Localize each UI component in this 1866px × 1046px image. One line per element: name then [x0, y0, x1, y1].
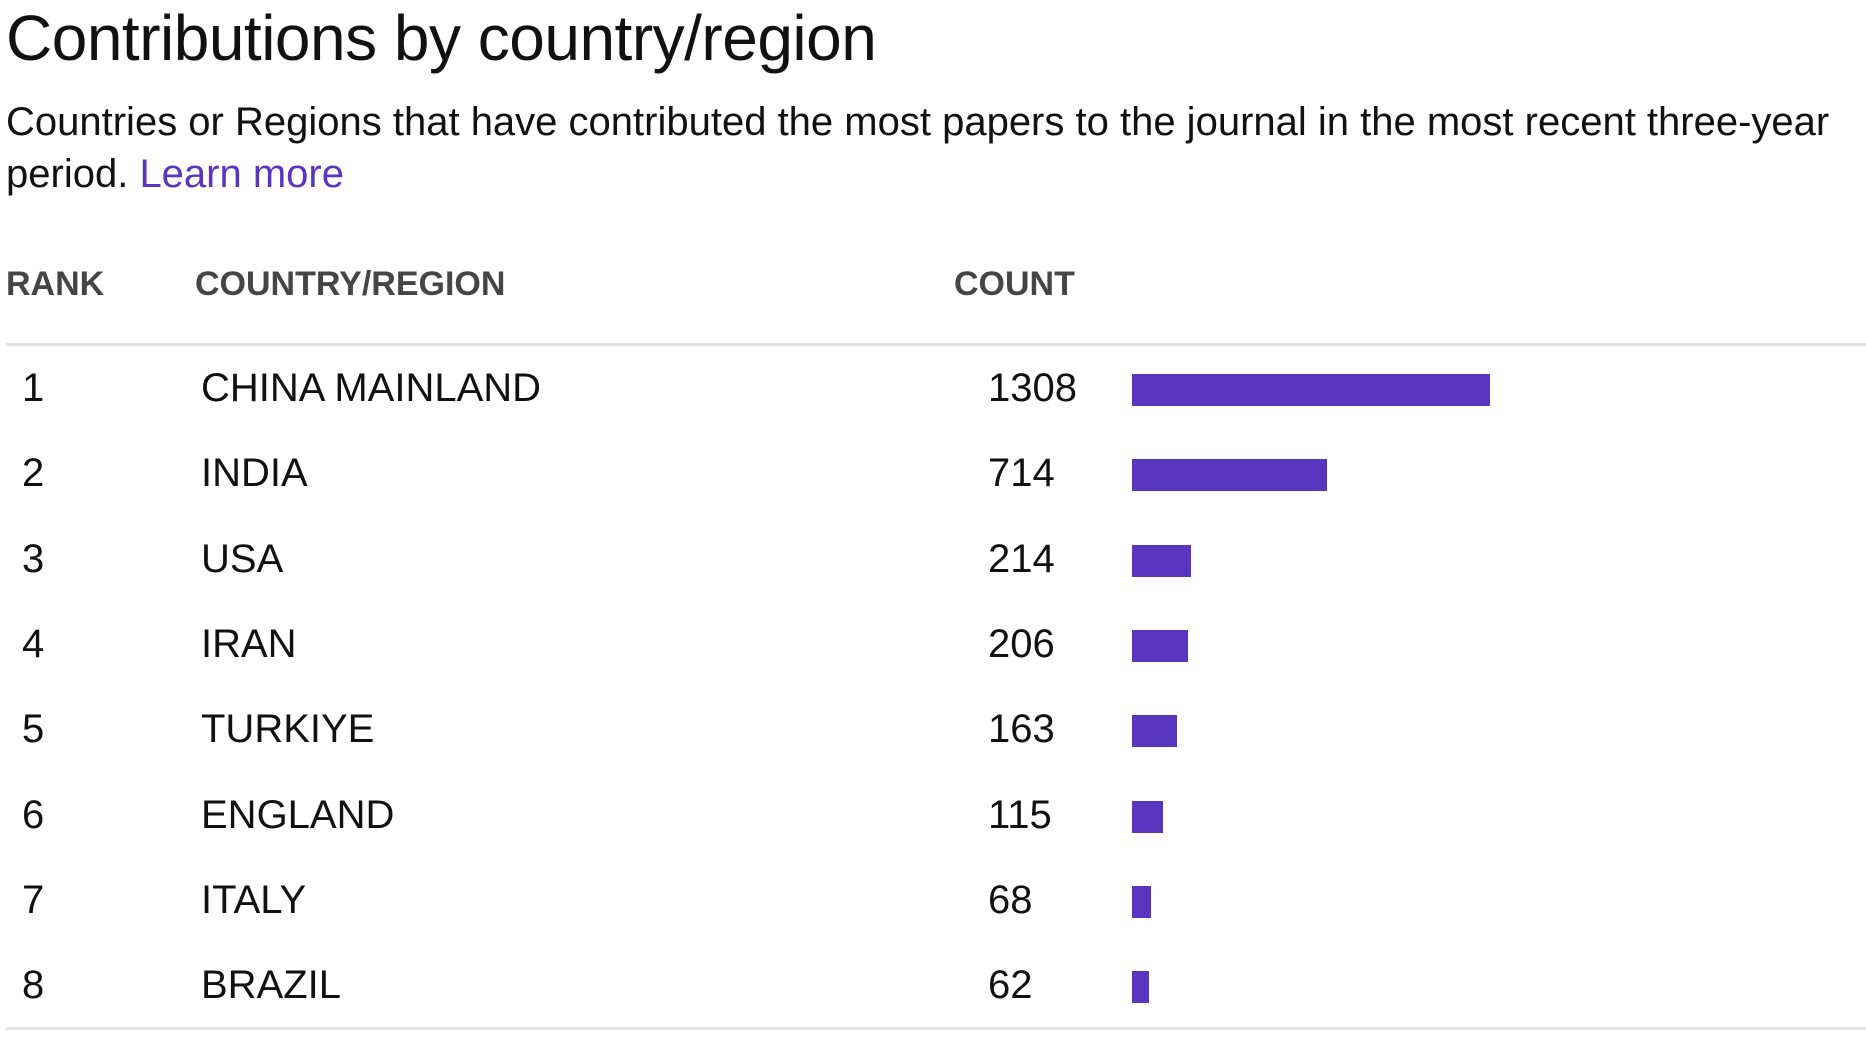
count-cell: 206	[988, 621, 1055, 666]
count-cell: 115	[988, 792, 1052, 837]
country-cell: ENGLAND	[201, 792, 395, 837]
column-header-count: COUNT	[954, 265, 1075, 303]
rank-cell: 3	[22, 536, 45, 581]
country-cell: ITALY	[201, 877, 307, 922]
column-header-rank: RANK	[6, 265, 105, 303]
column-header-country: COUNTRY/REGION	[195, 265, 506, 303]
table-top-divider	[6, 343, 1866, 346]
count-cell: 163	[988, 707, 1055, 752]
table-row: 2 INDIA 714	[0, 431, 1866, 516]
country-cell: IRAN	[201, 621, 297, 666]
description-text: Countries or Regions that have contribut…	[6, 100, 1830, 196]
rank-cell: 7	[22, 877, 45, 922]
table-row: 8 BRAZIL 62	[0, 943, 1866, 1028]
count-bar	[1132, 459, 1327, 492]
learn-more-link[interactable]: Learn more	[139, 152, 344, 196]
rank-cell: 6	[22, 792, 45, 837]
table-row: 6 ENGLAND 115	[0, 773, 1866, 858]
rank-cell: 8	[22, 963, 45, 1008]
country-cell: USA	[201, 536, 284, 581]
count-cell: 1308	[988, 366, 1077, 410]
table-row: 7 ITALY 68	[0, 858, 1866, 943]
count-bar	[1132, 800, 1163, 833]
count-cell: 714	[988, 451, 1055, 496]
count-cell: 214	[988, 536, 1055, 581]
country-cell: CHINA MAINLAND	[201, 366, 542, 410]
count-bar	[1132, 885, 1151, 918]
table-row: 3 USA 214	[0, 517, 1866, 602]
rank-cell: 2	[22, 451, 45, 496]
count-bar	[1132, 971, 1149, 1004]
rank-cell: 5	[22, 707, 45, 752]
rank-cell: 4	[22, 621, 45, 666]
page-description: Countries or Regions that have contribut…	[6, 96, 1856, 200]
table-bottom-divider	[6, 1027, 1866, 1030]
rank-cell: 1	[22, 366, 45, 410]
page-title: Contributions by country/region	[6, 2, 877, 74]
count-cell: 68	[988, 877, 1033, 922]
count-bar	[1132, 544, 1191, 577]
count-bar	[1132, 374, 1490, 406]
country-cell: BRAZIL	[201, 963, 342, 1008]
count-bar	[1132, 715, 1177, 748]
table-row: 4 IRAN 206	[0, 602, 1866, 687]
table-row: 1 CHINA MAINLAND 1308	[0, 346, 1866, 431]
count-cell: 62	[988, 963, 1033, 1008]
table-row: 5 TURKIYE 163	[0, 687, 1866, 772]
country-cell: INDIA	[201, 451, 308, 496]
country-cell: TURKIYE	[201, 707, 375, 752]
count-bar	[1132, 629, 1188, 662]
